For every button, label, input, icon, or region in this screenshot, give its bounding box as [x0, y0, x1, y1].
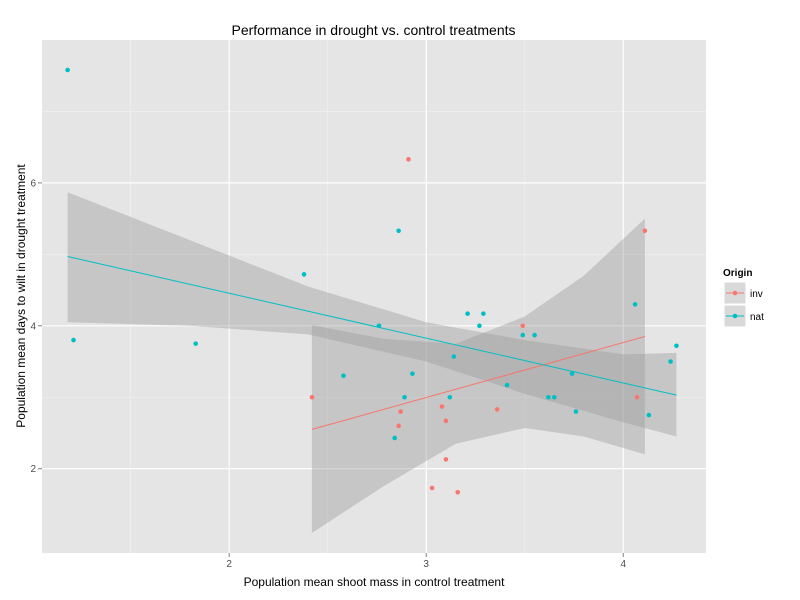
chart-title: Performance in drought vs. control treat…	[231, 22, 515, 38]
data-point-nat	[477, 323, 482, 329]
data-point-nat	[532, 332, 537, 338]
data-point-inv	[396, 423, 401, 429]
legend: Origin inv nat	[723, 268, 764, 328]
data-point-nat	[504, 382, 510, 388]
data-point-inv	[634, 394, 640, 400]
data-point-nat	[410, 371, 415, 376]
confidence-band-nat	[67, 192, 677, 437]
data-point-inv	[443, 457, 449, 462]
data-point-inv	[309, 394, 315, 400]
data-point-inv	[443, 418, 449, 424]
x-axis-title: Population mean shoot mass in control tr…	[244, 575, 505, 589]
fit-line-inv	[311, 336, 646, 430]
data-point-inv	[398, 409, 403, 414]
legend-label: nat	[750, 312, 764, 323]
data-point-inv	[455, 489, 461, 495]
x-tick-label: 2	[226, 559, 232, 570]
data-point-nat	[451, 354, 457, 359]
data-point-nat	[65, 67, 70, 73]
data-point-nat	[569, 371, 575, 376]
data-point-inv	[642, 228, 648, 234]
legend-title: Origin	[723, 268, 752, 279]
fit-line-nat	[67, 256, 677, 396]
axis-ticks: 2 3 4 2 4 6	[30, 178, 626, 570]
data-point-inv	[429, 485, 435, 491]
y-tick-label: 4	[30, 321, 36, 332]
data-point-inv	[520, 323, 526, 329]
confidence-band-inv	[311, 218, 645, 533]
data-point-nat	[632, 302, 638, 307]
data-point-nat	[465, 311, 470, 316]
confidence-bands	[67, 192, 677, 533]
plot-panel	[42, 40, 706, 553]
data-point-inv	[439, 404, 445, 409]
legend-keys: inv nat	[723, 281, 764, 328]
data-point-nat	[551, 394, 557, 400]
data-point-nat	[546, 394, 551, 400]
data-point-nat	[674, 343, 679, 349]
y-tick-label: 6	[30, 178, 36, 189]
x-tick-label: 3	[423, 559, 429, 570]
data-point-nat	[301, 272, 307, 277]
data-point-inv	[406, 157, 411, 162]
x-tick-label: 4	[620, 559, 626, 570]
data-point-nat	[402, 394, 407, 400]
data-point-nat	[668, 359, 673, 364]
data-point-nat	[392, 435, 397, 441]
data-point-nat	[573, 409, 579, 414]
legend-key-point	[732, 290, 738, 296]
y-tick-label: 2	[30, 464, 36, 475]
data-point-nat	[71, 337, 76, 343]
fit-lines	[67, 256, 677, 430]
legend-label: inv	[750, 289, 763, 300]
y-axis-title: Population mean days to wilt in drought …	[14, 164, 28, 428]
data-point-nat	[447, 394, 453, 400]
data-point-nat	[193, 341, 198, 346]
data-point-inv	[494, 407, 500, 412]
data-point-nat	[481, 311, 486, 316]
legend-key-point	[732, 313, 738, 319]
data-point-nat	[396, 228, 401, 234]
data-point-nat	[646, 412, 652, 418]
data-point-nat	[376, 323, 382, 329]
data-points	[65, 67, 679, 495]
data-point-nat	[520, 332, 526, 338]
data-point-nat	[341, 373, 346, 379]
